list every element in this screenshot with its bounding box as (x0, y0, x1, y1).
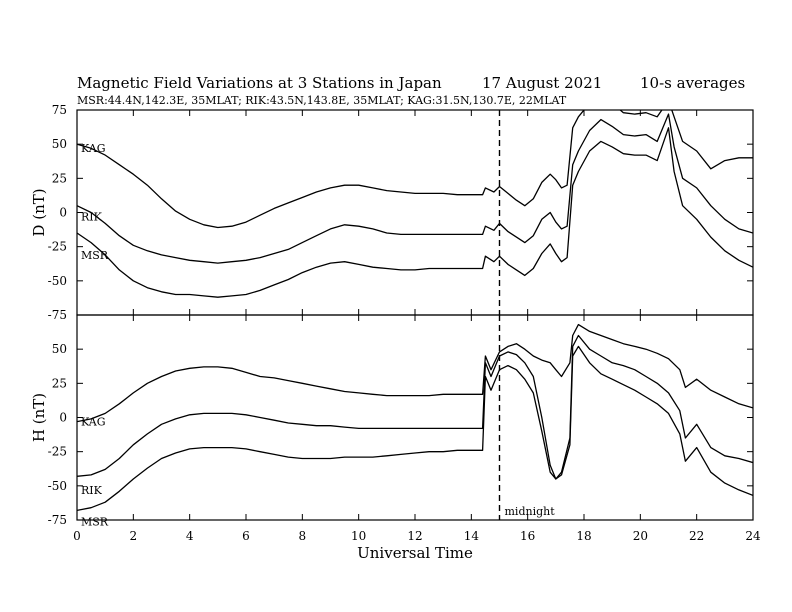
x-axis-label: Universal Time (357, 544, 473, 562)
series-label-d-kag: KAG (81, 142, 106, 155)
h-ytick-label: -50 (48, 479, 67, 493)
series-label-d-rik: RIK (81, 211, 103, 224)
d-ytick-label: 50 (52, 137, 67, 151)
xtick-label: 10 (351, 529, 366, 543)
xtick-label: 18 (576, 529, 591, 543)
xtick-label: 16 (520, 529, 535, 543)
d-axis-label: D (nT) (30, 188, 48, 236)
d-ytick-label: 0 (59, 206, 67, 220)
series-line-d-msr (77, 127, 753, 298)
series-line-d-kag (77, 110, 753, 229)
series-line-h-msr (77, 345, 753, 512)
xtick-label: 22 (689, 529, 704, 543)
series-label-h-rik: RIK (81, 484, 103, 497)
xtick-label: 4 (186, 529, 194, 543)
xtick-label: 2 (130, 529, 138, 543)
d-panel: 75 50 25 0 -25 -50 -75 D (nT) KAG RIK MSR (30, 103, 754, 322)
xtick-label: 0 (73, 529, 81, 543)
xtick-label: 12 (407, 529, 422, 543)
series-label-h-kag: KAG (81, 416, 106, 429)
series-line-d-rik (77, 113, 753, 264)
chart-averaging: 10-s averages (640, 74, 745, 92)
chart-date: 17 August 2021 (482, 74, 602, 92)
h-ytick-label: 50 (52, 342, 67, 356)
d-ytick-label: -50 (48, 274, 67, 288)
h-axis-label: H (nT) (30, 393, 48, 442)
chart-title: Magnetic Field Variations at 3 Stations … (77, 74, 442, 92)
series-line-h-rik (77, 334, 753, 480)
h-ytick-label: 0 (59, 411, 67, 425)
d-ytick-label: -25 (48, 240, 67, 254)
h-ytick-label: -75 (48, 513, 67, 527)
series-label-d-msr: MSR (81, 249, 109, 262)
d-ytick-label: -75 (48, 308, 67, 322)
xtick-label: 20 (633, 529, 648, 543)
h-ytick-label: 25 (52, 376, 67, 390)
xtick-label: 8 (299, 529, 307, 543)
d-ytick-label: 25 (52, 171, 67, 185)
xtick-label: 24 (745, 529, 761, 543)
x-axis: 0 2 4 6 8 10 12 14 16 18 20 22 24 (73, 529, 761, 543)
h-ytick-label: -25 (48, 445, 67, 459)
station-coordinates: MSR:44.4N,142.3E, 35MLAT; RIK:43.5N,143.… (77, 94, 567, 107)
xtick-label: 6 (242, 529, 250, 543)
xtick-label: 14 (464, 529, 480, 543)
h-panel: 50 25 0 -25 -50 -75 H (nT) KAG RIK MSR midnight (30, 314, 754, 528)
midnight-label: midnight (505, 505, 556, 518)
d-ytick-label: 75 (52, 103, 67, 117)
series-line-h-kag (77, 323, 753, 423)
series-label-h-msr: MSR (81, 515, 109, 528)
